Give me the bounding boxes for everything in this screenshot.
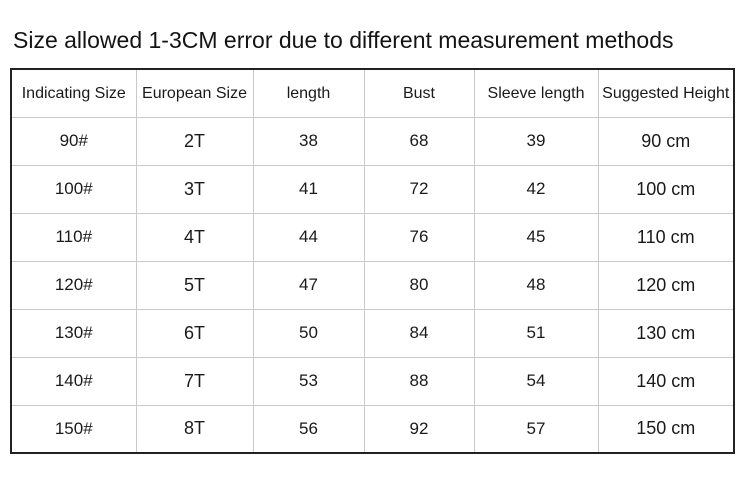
column-header-bust: Bust bbox=[363, 68, 475, 118]
page-title: Size allowed 1-3CM error due to differen… bbox=[13, 27, 674, 53]
cell-suggested-height: 140 cm bbox=[597, 356, 735, 406]
cell-bust: 76 bbox=[363, 212, 475, 262]
cell-length: 44 bbox=[252, 212, 365, 262]
header-row: Indicating Size European Size length Bus… bbox=[10, 68, 735, 118]
table-row: 120# 5T 47 80 48 120 cm bbox=[10, 260, 735, 310]
cell-sleeve-length: 54 bbox=[473, 356, 599, 406]
table-header: Indicating Size European Size length Bus… bbox=[10, 68, 735, 118]
table-row: 100# 3T 41 72 42 100 cm bbox=[10, 164, 735, 214]
table-row: 140# 7T 53 88 54 140 cm bbox=[10, 356, 735, 406]
cell-sleeve-length: 45 bbox=[473, 212, 599, 262]
cell-bust: 84 bbox=[363, 308, 475, 358]
cell-european-size: 3T bbox=[135, 164, 254, 214]
cell-european-size: 6T bbox=[135, 308, 254, 358]
cell-european-size: 7T bbox=[135, 356, 254, 406]
cell-bust: 68 bbox=[363, 116, 475, 166]
cell-indicating-size: 110# bbox=[10, 212, 137, 262]
cell-indicating-size: 90# bbox=[10, 116, 137, 166]
cell-suggested-height: 120 cm bbox=[597, 260, 735, 310]
table-row: 110# 4T 44 76 45 110 cm bbox=[10, 212, 735, 262]
cell-suggested-height: 110 cm bbox=[597, 212, 735, 262]
cell-indicating-size: 130# bbox=[10, 308, 137, 358]
cell-length: 53 bbox=[252, 356, 365, 406]
column-header-european-size: European Size bbox=[135, 68, 254, 118]
cell-suggested-height: 150 cm bbox=[597, 404, 735, 454]
size-chart-table: Indicating Size European Size length Bus… bbox=[10, 68, 735, 454]
table-row: 130# 6T 50 84 51 130 cm bbox=[10, 308, 735, 358]
cell-indicating-size: 150# bbox=[10, 404, 137, 454]
cell-bust: 72 bbox=[363, 164, 475, 214]
cell-european-size: 5T bbox=[135, 260, 254, 310]
column-header-suggested-height: Suggested Height bbox=[597, 68, 735, 118]
cell-european-size: 4T bbox=[135, 212, 254, 262]
cell-length: 56 bbox=[252, 404, 365, 454]
cell-european-size: 8T bbox=[135, 404, 254, 454]
cell-length: 38 bbox=[252, 116, 365, 166]
cell-indicating-size: 140# bbox=[10, 356, 137, 406]
column-header-indicating-size: Indicating Size bbox=[10, 68, 137, 118]
cell-sleeve-length: 48 bbox=[473, 260, 599, 310]
cell-sleeve-length: 39 bbox=[473, 116, 599, 166]
cell-bust: 92 bbox=[363, 404, 475, 454]
column-header-sleeve-length: Sleeve length bbox=[473, 68, 599, 118]
cell-sleeve-length: 51 bbox=[473, 308, 599, 358]
cell-suggested-height: 90 cm bbox=[597, 116, 735, 166]
table-body: 90# 2T 38 68 39 90 cm 100# 3T 41 72 42 1… bbox=[10, 116, 735, 454]
cell-suggested-height: 100 cm bbox=[597, 164, 735, 214]
table-row: 150# 8T 56 92 57 150 cm bbox=[10, 404, 735, 454]
cell-indicating-size: 120# bbox=[10, 260, 137, 310]
cell-european-size: 2T bbox=[135, 116, 254, 166]
cell-bust: 80 bbox=[363, 260, 475, 310]
column-header-length: length bbox=[252, 68, 365, 118]
cell-length: 41 bbox=[252, 164, 365, 214]
cell-suggested-height: 130 cm bbox=[597, 308, 735, 358]
cell-sleeve-length: 57 bbox=[473, 404, 599, 454]
cell-length: 47 bbox=[252, 260, 365, 310]
cell-indicating-size: 100# bbox=[10, 164, 137, 214]
table-row: 90# 2T 38 68 39 90 cm bbox=[10, 116, 735, 166]
cell-sleeve-length: 42 bbox=[473, 164, 599, 214]
cell-length: 50 bbox=[252, 308, 365, 358]
cell-bust: 88 bbox=[363, 356, 475, 406]
